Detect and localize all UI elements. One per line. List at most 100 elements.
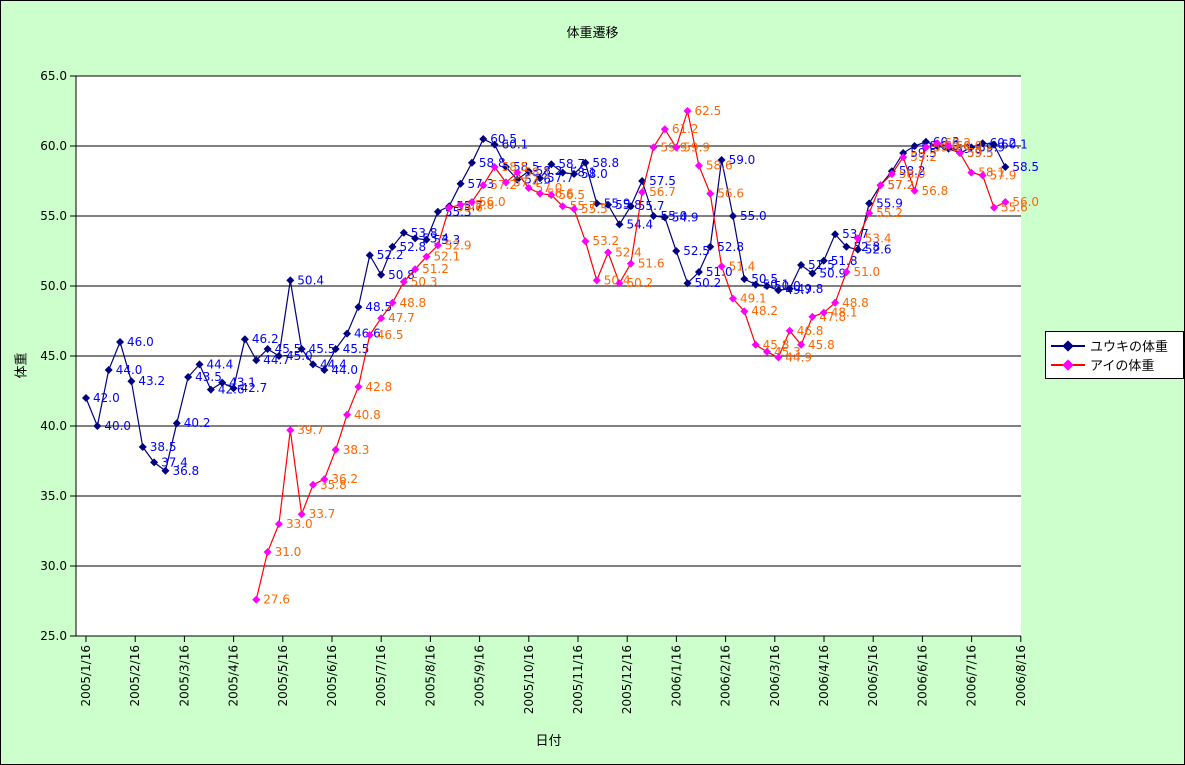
series-1-marker (797, 340, 806, 349)
series-1-point-label: 36.2 (331, 472, 358, 486)
y-tick-label: 25.0 (40, 629, 67, 643)
x-tick-label: 2006/2/16 (719, 645, 733, 707)
x-tick-label: 2006/3/16 (768, 645, 782, 707)
series-1-point-label: 33.7 (309, 507, 336, 521)
x-tick-label: 2006/5/16 (866, 645, 880, 707)
series-1-point-label: 38.3 (343, 443, 370, 457)
series-0-marker (467, 158, 476, 167)
series-1-marker (433, 241, 442, 250)
series-0-line (85, 138, 1006, 472)
series-0-marker (978, 139, 987, 148)
series-0-marker (660, 213, 669, 222)
series-0-marker (990, 140, 998, 149)
chart-title: 体重遷移 (566, 26, 619, 41)
series-1-point-label: 58.0 (899, 167, 926, 181)
series-0-marker (808, 269, 817, 278)
series-0-point-label: 38.5 (150, 440, 177, 454)
series-0-point-label: 58.5 (1012, 160, 1039, 174)
series-0-marker (161, 466, 170, 475)
series-0-marker (558, 168, 567, 177)
series-1-marker (694, 161, 703, 170)
series-0-marker (127, 377, 136, 386)
series-0-point-label: 55.9 (604, 196, 631, 210)
series-1-marker (411, 265, 420, 274)
series-0-point-label: 54.9 (672, 210, 699, 224)
legend-item-yuki: ユウキの体重 (1051, 336, 1178, 355)
series-0-marker (195, 360, 204, 369)
series-1-point-label: 48.2 (751, 304, 778, 318)
series-1-point-label: 56.8 (922, 184, 949, 198)
series-0-point-label: 40.0 (104, 419, 131, 433)
series-0-marker (763, 282, 771, 290)
series-0-marker (218, 378, 227, 387)
series-1-marker (887, 170, 896, 178)
series-0-point-label: 55.0 (661, 209, 688, 223)
series-1-point-label: 42.8 (365, 380, 392, 394)
series-0-marker (252, 356, 261, 365)
series-1-marker (422, 252, 431, 261)
series-1-marker (377, 314, 386, 323)
series-1-marker (331, 445, 340, 454)
series-0-marker (229, 384, 238, 393)
series-0-point-label: 51.5 (808, 258, 835, 272)
series-1-marker (354, 382, 363, 391)
series-1-marker (842, 268, 851, 276)
series-0-marker (751, 280, 760, 289)
series-1-point-label: 48.8 (399, 296, 426, 310)
series-0-marker (501, 163, 510, 171)
series-0-point-label: 52.8 (717, 240, 744, 254)
legend-label-yuki: ユウキの体重 (1090, 340, 1169, 355)
series-1-marker (501, 178, 510, 187)
series-0-point-label: 50.4 (297, 273, 324, 287)
y-tick-label: 55.0 (40, 209, 67, 223)
series-1-point-label: 57.2 (490, 178, 517, 192)
series-1-point-label: 57.9 (990, 168, 1017, 182)
series-0-point-label: 54.4 (626, 217, 653, 231)
series-0-marker (513, 175, 522, 184)
series-0-point-label: 59.5 (967, 146, 994, 160)
series-0-point-label: 53.4 (422, 231, 449, 245)
series-0-point-label: 52.2 (377, 248, 404, 262)
series-1-point-label: 47.7 (388, 311, 415, 325)
series-1-point-label: 59.2 (910, 150, 937, 164)
series-1-marker (751, 340, 760, 349)
series-0-marker (388, 242, 397, 251)
series-1-point-label: 56.0 (1012, 195, 1039, 209)
series-0-point-label: 59.0 (729, 153, 756, 167)
series-1-point-label: 55.6 (1001, 201, 1028, 215)
x-tick-label: 2005/4/16 (227, 645, 241, 707)
series-1-marker (910, 186, 919, 195)
x-tick-label: 2005/10/16 (522, 645, 536, 714)
series-0-marker (354, 303, 363, 311)
series-0-marker (865, 199, 874, 208)
series-0-marker (683, 279, 692, 288)
series-0-point-label: 40.2 (184, 416, 211, 430)
x-tick-label: 2006/1/16 (669, 645, 683, 707)
series-0-point-label: 44.7 (263, 353, 290, 367)
series-0-point-label: 58.2 (536, 164, 563, 178)
series-0-marker (536, 174, 544, 183)
series-0-marker (365, 251, 374, 260)
series-1-marker (944, 142, 953, 150)
series-1-point-label: 49.1 (740, 292, 767, 306)
series-0-point-label: 46.0 (127, 335, 154, 349)
series-0-marker (104, 366, 113, 374)
series-0-marker (297, 345, 306, 353)
series-1-marker (297, 510, 306, 519)
series-1-marker (876, 181, 885, 190)
series-0-point-label: 58.8 (592, 156, 619, 170)
series-0-marker (910, 142, 919, 150)
legend-item-ai: アイの体重 (1051, 355, 1178, 374)
series-1-marker (955, 149, 964, 157)
series-0-marker (1001, 163, 1010, 171)
series-0-marker (479, 135, 488, 143)
x-tick-label: 2005/2/16 (128, 645, 142, 707)
series-1-marker (252, 595, 261, 604)
series-1-marker (865, 209, 874, 218)
series-1-marker (660, 125, 669, 134)
series-0-marker (728, 212, 737, 220)
series-1-point-label: 31.0 (275, 545, 302, 559)
series-0-point-label: 55.9 (876, 196, 903, 210)
series-0-point-label: 43.1 (229, 376, 256, 390)
series-0-point-label: 44.0 (116, 363, 143, 377)
